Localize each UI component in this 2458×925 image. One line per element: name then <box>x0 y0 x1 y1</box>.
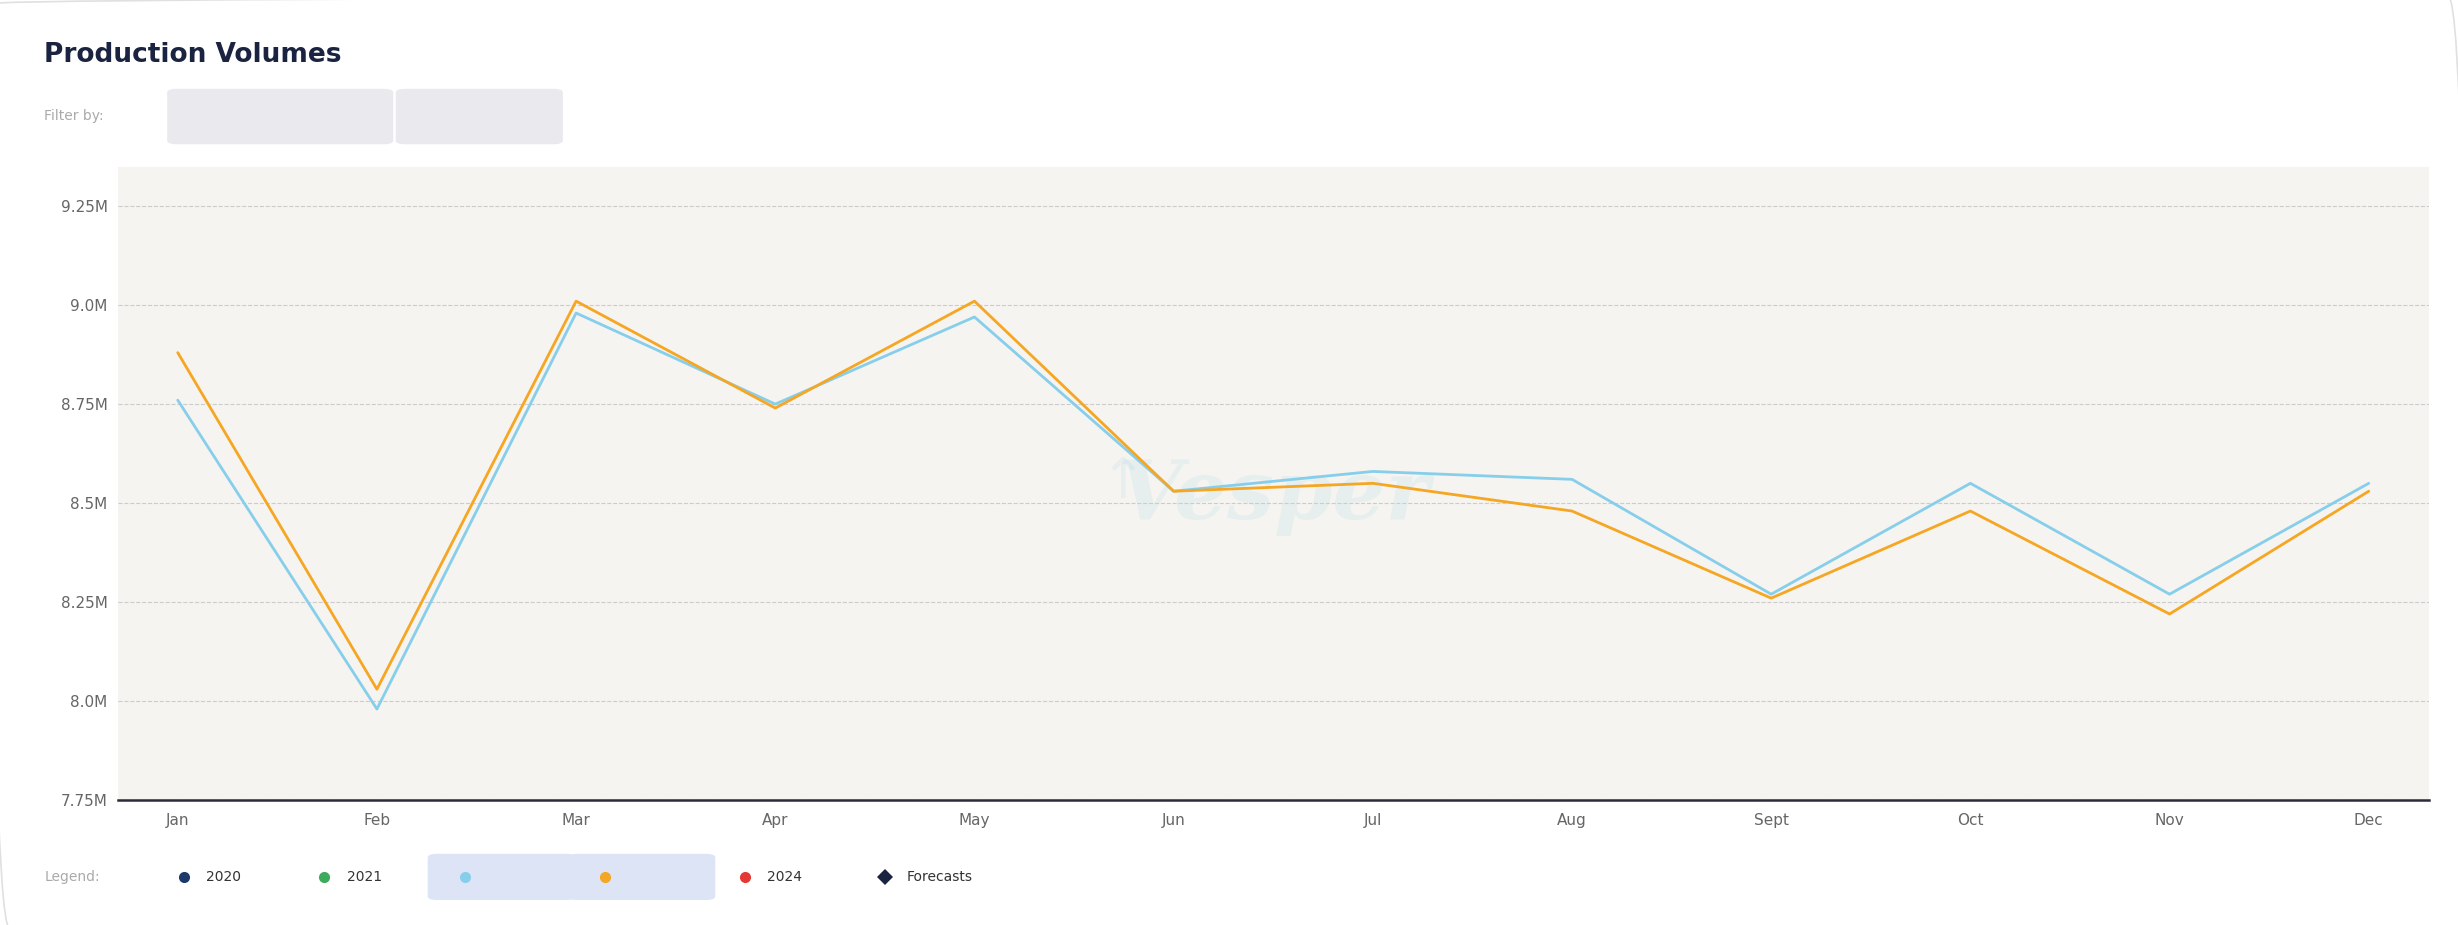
Text: 2021: 2021 <box>347 870 381 884</box>
Text: Milk, Raw (US): Milk, Raw (US) <box>219 109 317 124</box>
Text: 2024: 2024 <box>767 870 801 884</box>
FancyBboxPatch shape <box>167 89 393 144</box>
Text: ↑: ↑ <box>1099 456 1145 511</box>
Text: Vesper: Vesper <box>1116 456 1431 536</box>
Text: Legend:: Legend: <box>44 870 101 884</box>
Text: Production Volumes: Production Volumes <box>44 42 342 68</box>
FancyBboxPatch shape <box>396 89 563 144</box>
Text: 2020: 2020 <box>206 870 241 884</box>
Text: Forecasts: Forecasts <box>907 870 973 884</box>
Text: 2022: 2022 <box>487 870 521 884</box>
Text: 2023: 2023 <box>627 870 661 884</box>
Text: ⌄: ⌄ <box>356 109 369 124</box>
FancyBboxPatch shape <box>428 854 575 900</box>
FancyBboxPatch shape <box>568 854 715 900</box>
Text: Monthly: Monthly <box>440 109 497 124</box>
Text: Filter by:: Filter by: <box>44 108 103 123</box>
Text: ⌄: ⌄ <box>528 109 541 124</box>
